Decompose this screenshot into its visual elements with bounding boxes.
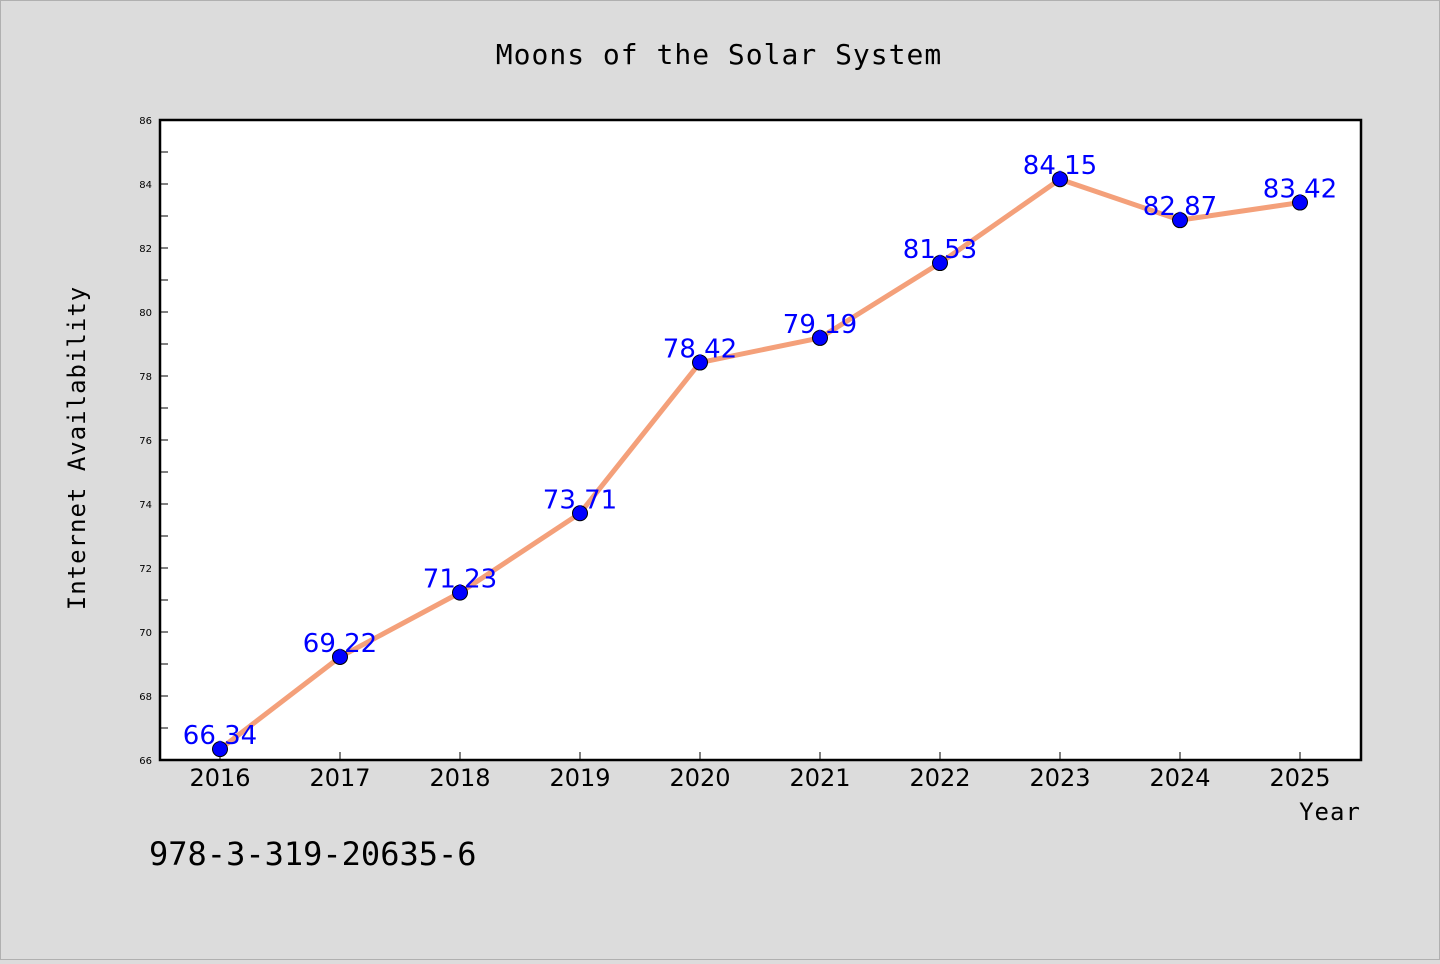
y-tick-label: 84 [139, 180, 152, 191]
data-label: 81.53 [903, 235, 977, 265]
data-point [812, 329, 828, 346]
y-tick-label: 76 [139, 436, 152, 447]
y-tick-label: 66 [139, 756, 152, 767]
data-markers [212, 171, 1308, 758]
x-tick-label: 2022 [909, 764, 970, 792]
y-tick-label: 72 [139, 564, 152, 575]
y-axis-title: Internet Availability [63, 286, 91, 610]
data-label: 73.71 [543, 485, 617, 515]
y-tick-label: 82 [139, 244, 152, 255]
y-tick-label: 86 [139, 116, 152, 127]
footer-isbn: 978-3-319-20635-6 [149, 835, 477, 873]
plot-area [158, 118, 1363, 762]
data-label: 69.22 [303, 629, 377, 659]
y-axis: 66 68 70 72 74 76 78 80 82 84 86 [139, 116, 168, 767]
y-tick-label: 70 [139, 628, 152, 639]
series-line [218, 176, 1301, 752]
data-point [572, 505, 588, 522]
y-tick-label: 78 [139, 372, 152, 383]
data-label: 66.34 [183, 721, 257, 751]
data-point [692, 354, 708, 371]
data-label: 78.42 [663, 335, 737, 365]
x-tick-label: 2018 [429, 764, 490, 792]
x-tick-label: 2023 [1029, 764, 1090, 792]
data-label: 83.42 [1263, 175, 1337, 205]
data-point [332, 648, 348, 665]
data-point [1292, 194, 1308, 211]
y-tick-label: 68 [139, 692, 152, 703]
x-axis: 2016 2017 2018 2019 2020 2021 2022 2023 2024 2025 [189, 752, 1331, 792]
x-axis-title: Year [1299, 798, 1361, 826]
x-tick-label: 2021 [789, 764, 850, 792]
data-label: 71.23 [423, 565, 497, 595]
x-tick-label: 2024 [1149, 764, 1210, 792]
data-label: 84.15 [1023, 151, 1097, 181]
x-tick-label: 2016 [189, 764, 250, 792]
data-labels: 66.34 69.22 71.23 73.71 78.42 79.19 81.53 84.15… [183, 151, 1337, 751]
y-tick-label: 80 [139, 308, 152, 319]
data-point [932, 255, 948, 272]
x-tick-label: 2019 [549, 764, 610, 792]
y-tick-label: 74 [139, 500, 152, 511]
data-label: 82.87 [1143, 192, 1217, 222]
data-point [1172, 212, 1188, 229]
x-tick-label: 2025 [1269, 764, 1330, 792]
chart-title: Moons of the Solar System [496, 38, 942, 71]
x-tick-label: 2017 [309, 764, 370, 792]
data-label: 79.19 [783, 310, 857, 340]
data-point [212, 741, 228, 758]
data-point [1052, 171, 1068, 188]
x-tick-label: 2020 [669, 764, 730, 792]
data-point [452, 584, 468, 601]
